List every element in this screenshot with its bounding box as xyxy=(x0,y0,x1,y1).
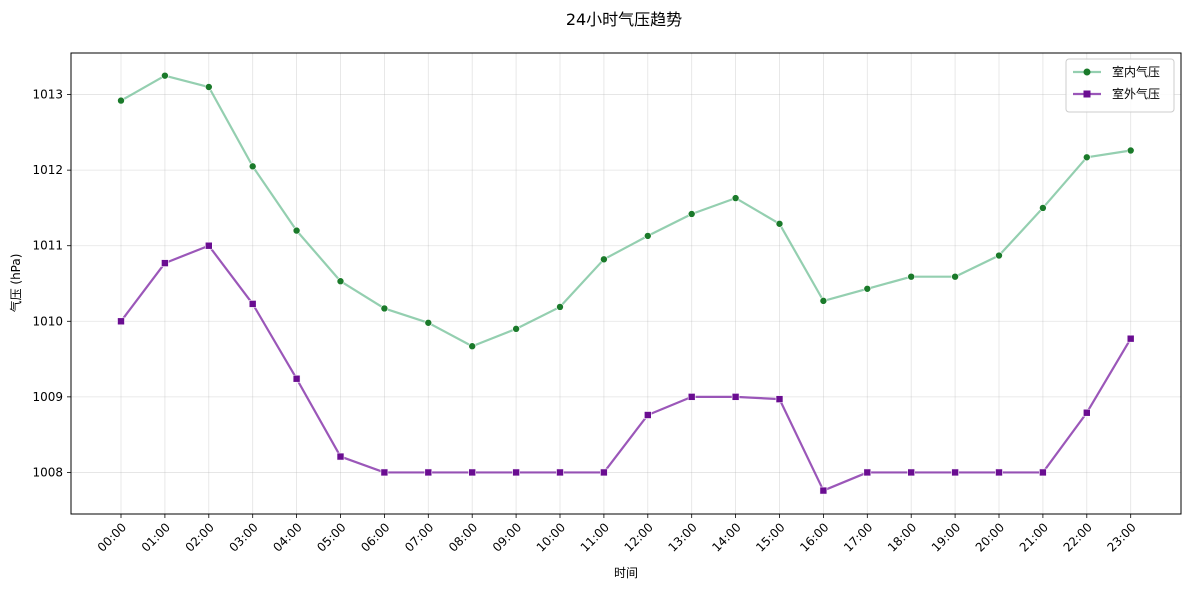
data-point xyxy=(468,468,477,477)
x-tick-label: 04:00 xyxy=(270,520,304,554)
data-point xyxy=(687,393,696,401)
legend-entry: 室内气压 xyxy=(1073,64,1160,79)
data-point xyxy=(600,468,608,477)
x-tick-label: 20:00 xyxy=(973,520,1007,554)
x-tick-label: 21:00 xyxy=(1017,520,1051,554)
x-axis-ticks: 00:00 01:00 02:00 03:00 04:00 05:00 06:00 07:00… xyxy=(95,514,1139,555)
x-tick-label: 13:00 xyxy=(665,520,699,554)
data-point xyxy=(205,83,213,91)
data-point xyxy=(468,342,477,351)
y-tick-label: 1011 xyxy=(32,239,63,253)
data-point xyxy=(424,468,433,477)
x-tick-label: 02:00 xyxy=(183,520,217,554)
data-point xyxy=(424,318,433,327)
data-point xyxy=(292,226,301,235)
data-point xyxy=(731,194,740,202)
y-tick-label: 1010 xyxy=(32,314,63,328)
grid xyxy=(71,53,1181,514)
x-tick-label: 22:00 xyxy=(1061,520,1095,554)
y-axis-ticks: 1008 1009 1010 1011 1012 1013 xyxy=(32,88,71,479)
data-point xyxy=(380,304,389,313)
data-point xyxy=(819,297,828,305)
x-tick-label: 19:00 xyxy=(929,520,963,554)
y-tick-label: 1008 xyxy=(32,465,63,479)
x-tick-label: 07:00 xyxy=(402,520,436,554)
x-tick-label: 01:00 xyxy=(139,520,173,554)
series-line xyxy=(120,244,1132,492)
data-point xyxy=(907,272,916,281)
series-layer xyxy=(117,71,1135,495)
data-point xyxy=(1039,468,1047,477)
series-1 xyxy=(117,71,1135,351)
y-axis-title: 气压 (hPa) xyxy=(8,254,23,313)
series-line xyxy=(120,74,1131,348)
legend-entry: 室外气压 xyxy=(1073,86,1160,101)
data-point xyxy=(1083,153,1091,162)
data-point xyxy=(600,255,608,264)
plot-frame xyxy=(70,52,1182,515)
data-point xyxy=(292,374,301,383)
legend-marker xyxy=(1083,68,1091,76)
x-tick-label: 00:00 xyxy=(95,520,129,554)
data-point xyxy=(161,71,169,80)
x-tick-label: 16:00 xyxy=(797,520,831,554)
x-tick-label: 23:00 xyxy=(1104,520,1138,554)
x-tick-label: 18:00 xyxy=(885,520,919,554)
x-tick-label: 10:00 xyxy=(534,520,568,554)
data-point xyxy=(863,468,872,477)
x-tick-label: 05:00 xyxy=(314,520,348,554)
data-point xyxy=(687,210,696,218)
data-point xyxy=(117,96,125,105)
data-point xyxy=(643,411,652,419)
data-point xyxy=(643,232,652,240)
data-point xyxy=(731,393,740,401)
data-point xyxy=(512,325,520,333)
x-tick-label: 03:00 xyxy=(226,520,260,554)
data-point xyxy=(995,251,1003,260)
data-point xyxy=(512,468,520,477)
chart-title: 24小时气压趋势 xyxy=(566,10,682,29)
legend-label: 室内气压 xyxy=(1112,64,1160,79)
data-point xyxy=(1083,408,1091,417)
data-point xyxy=(951,272,959,281)
data-point xyxy=(556,468,564,477)
data-point xyxy=(556,303,564,311)
data-point xyxy=(863,284,872,293)
data-point xyxy=(380,468,389,477)
x-tick-label: 11:00 xyxy=(578,520,612,554)
data-point xyxy=(951,468,959,477)
x-axis-title: 时间 xyxy=(614,566,638,580)
series-2 xyxy=(117,241,1135,495)
legend-label: 室外气压 xyxy=(1112,86,1160,101)
x-tick-label: 08:00 xyxy=(446,520,480,554)
y-tick-label: 1012 xyxy=(32,163,63,177)
data-point xyxy=(248,300,257,308)
data-point xyxy=(117,317,125,326)
x-tick-label: 17:00 xyxy=(841,520,875,554)
data-point xyxy=(1126,146,1135,155)
data-point xyxy=(907,468,916,477)
data-point xyxy=(775,219,784,228)
data-point xyxy=(248,162,257,171)
data-point xyxy=(819,486,828,495)
data-point xyxy=(161,259,169,267)
x-tick-label: 12:00 xyxy=(622,520,656,554)
data-point xyxy=(336,452,345,461)
y-tick-label: 1013 xyxy=(32,88,63,102)
data-point xyxy=(1039,204,1047,212)
y-tick-label: 1009 xyxy=(32,390,63,404)
data-point xyxy=(205,241,213,250)
data-point xyxy=(775,395,784,403)
x-tick-label: 14:00 xyxy=(709,520,743,554)
data-point xyxy=(1126,334,1135,343)
x-tick-label: 15:00 xyxy=(753,520,787,554)
x-tick-label: 09:00 xyxy=(490,520,524,554)
data-point xyxy=(336,277,345,286)
legend-marker xyxy=(1083,90,1091,98)
x-tick-label: 06:00 xyxy=(358,520,392,554)
data-point xyxy=(995,468,1003,477)
